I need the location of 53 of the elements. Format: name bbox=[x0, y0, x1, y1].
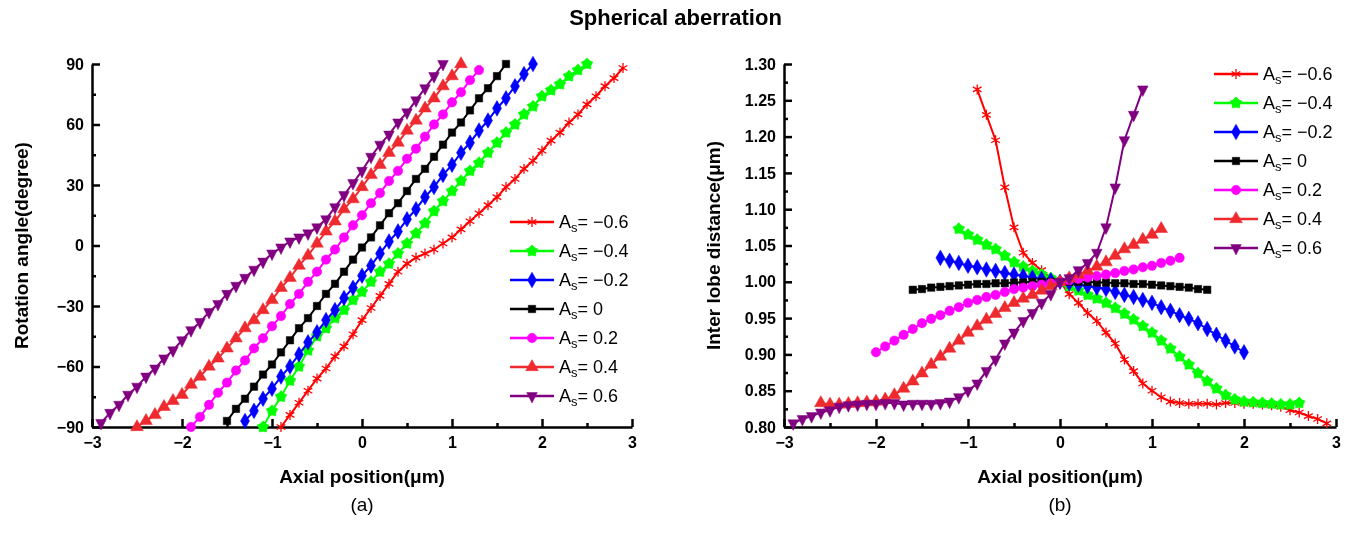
legend-label: A$_{s}$= 0.2 bbox=[559, 328, 619, 351]
x-tick-label: 1 bbox=[448, 434, 458, 452]
y-tick-label: 0.85 bbox=[744, 382, 777, 400]
x-tick-label: −1 bbox=[959, 434, 978, 452]
x-tick-label: 3 bbox=[628, 434, 638, 452]
x-tick-label: −2 bbox=[173, 434, 192, 452]
y-tick-label: 0 bbox=[75, 237, 85, 255]
legend-label: A$_{s}$= −0.2 bbox=[1263, 122, 1333, 145]
y-tick-label: 1.25 bbox=[744, 91, 777, 109]
chart-title: Spherical aberration bbox=[569, 5, 782, 30]
x-tick-label: −1 bbox=[263, 434, 282, 452]
x-tick-label: 0 bbox=[1056, 434, 1066, 452]
x-tick-label: −2 bbox=[867, 434, 886, 452]
legend-label: A$_{s}$= 0 bbox=[1263, 151, 1308, 174]
y-tick-label: 1.20 bbox=[744, 128, 777, 146]
y-axis-title: Inter lobe distance(μm) bbox=[703, 140, 724, 351]
x-axis-title: Axial position(μm) bbox=[977, 466, 1143, 487]
legend-label: A$_{s}$= −0.6 bbox=[559, 212, 629, 235]
legend-label: A$_{s}$= 0.2 bbox=[1263, 180, 1323, 203]
legend-label: A$_{s}$= −0.2 bbox=[559, 270, 629, 293]
y-tick-label: 1.00 bbox=[744, 273, 777, 291]
y-axis-title: Rotation angle(degree) bbox=[11, 142, 32, 349]
y-tick-label: 0.90 bbox=[744, 346, 777, 364]
x-tick-label: 3 bbox=[1332, 434, 1342, 452]
text: (a) bbox=[350, 494, 374, 515]
x-tick-label: 0 bbox=[358, 434, 368, 452]
x-tick-label: 2 bbox=[1240, 434, 1250, 452]
x-tick-label: 2 bbox=[538, 434, 548, 452]
y-tick-label: 30 bbox=[66, 176, 85, 194]
y-tick-label: 1.05 bbox=[744, 237, 777, 255]
y-tick-label: 1.30 bbox=[744, 55, 777, 73]
y-tick-label: 1.10 bbox=[744, 200, 777, 218]
x-tick-label: 1 bbox=[1148, 434, 1158, 452]
legend-label: A$_{s}$= −0.6 bbox=[1263, 64, 1333, 87]
legend-label: A$_{s}$= 0.6 bbox=[559, 386, 619, 409]
y-tick-label: −90 bbox=[56, 418, 85, 436]
y-tick-label: −60 bbox=[56, 358, 85, 376]
y-tick-label: −30 bbox=[56, 297, 85, 315]
text: (b) bbox=[1048, 494, 1072, 515]
legend-label: A$_{s}$= 0 bbox=[559, 299, 604, 322]
y-tick-label: 1.15 bbox=[744, 164, 777, 182]
legend-label: A$_{s}$= −0.4 bbox=[1263, 93, 1333, 116]
x-axis-title: Axial position(μm) bbox=[279, 466, 445, 487]
y-tick-label: 0.80 bbox=[744, 418, 777, 436]
legend-label: A$_{s}$= −0.4 bbox=[559, 241, 629, 264]
y-tick-label: 90 bbox=[66, 55, 85, 73]
legend-label: A$_{s}$= 0.4 bbox=[559, 357, 619, 380]
y-tick-label: 60 bbox=[66, 116, 85, 134]
legend-label: A$_{s}$= 0.4 bbox=[1263, 209, 1323, 232]
legend-label: A$_{s}$= 0.6 bbox=[1263, 238, 1323, 261]
y-tick-label: 0.95 bbox=[744, 309, 777, 327]
x-tick-label: −3 bbox=[83, 434, 102, 452]
x-tick-label: −3 bbox=[775, 434, 794, 452]
